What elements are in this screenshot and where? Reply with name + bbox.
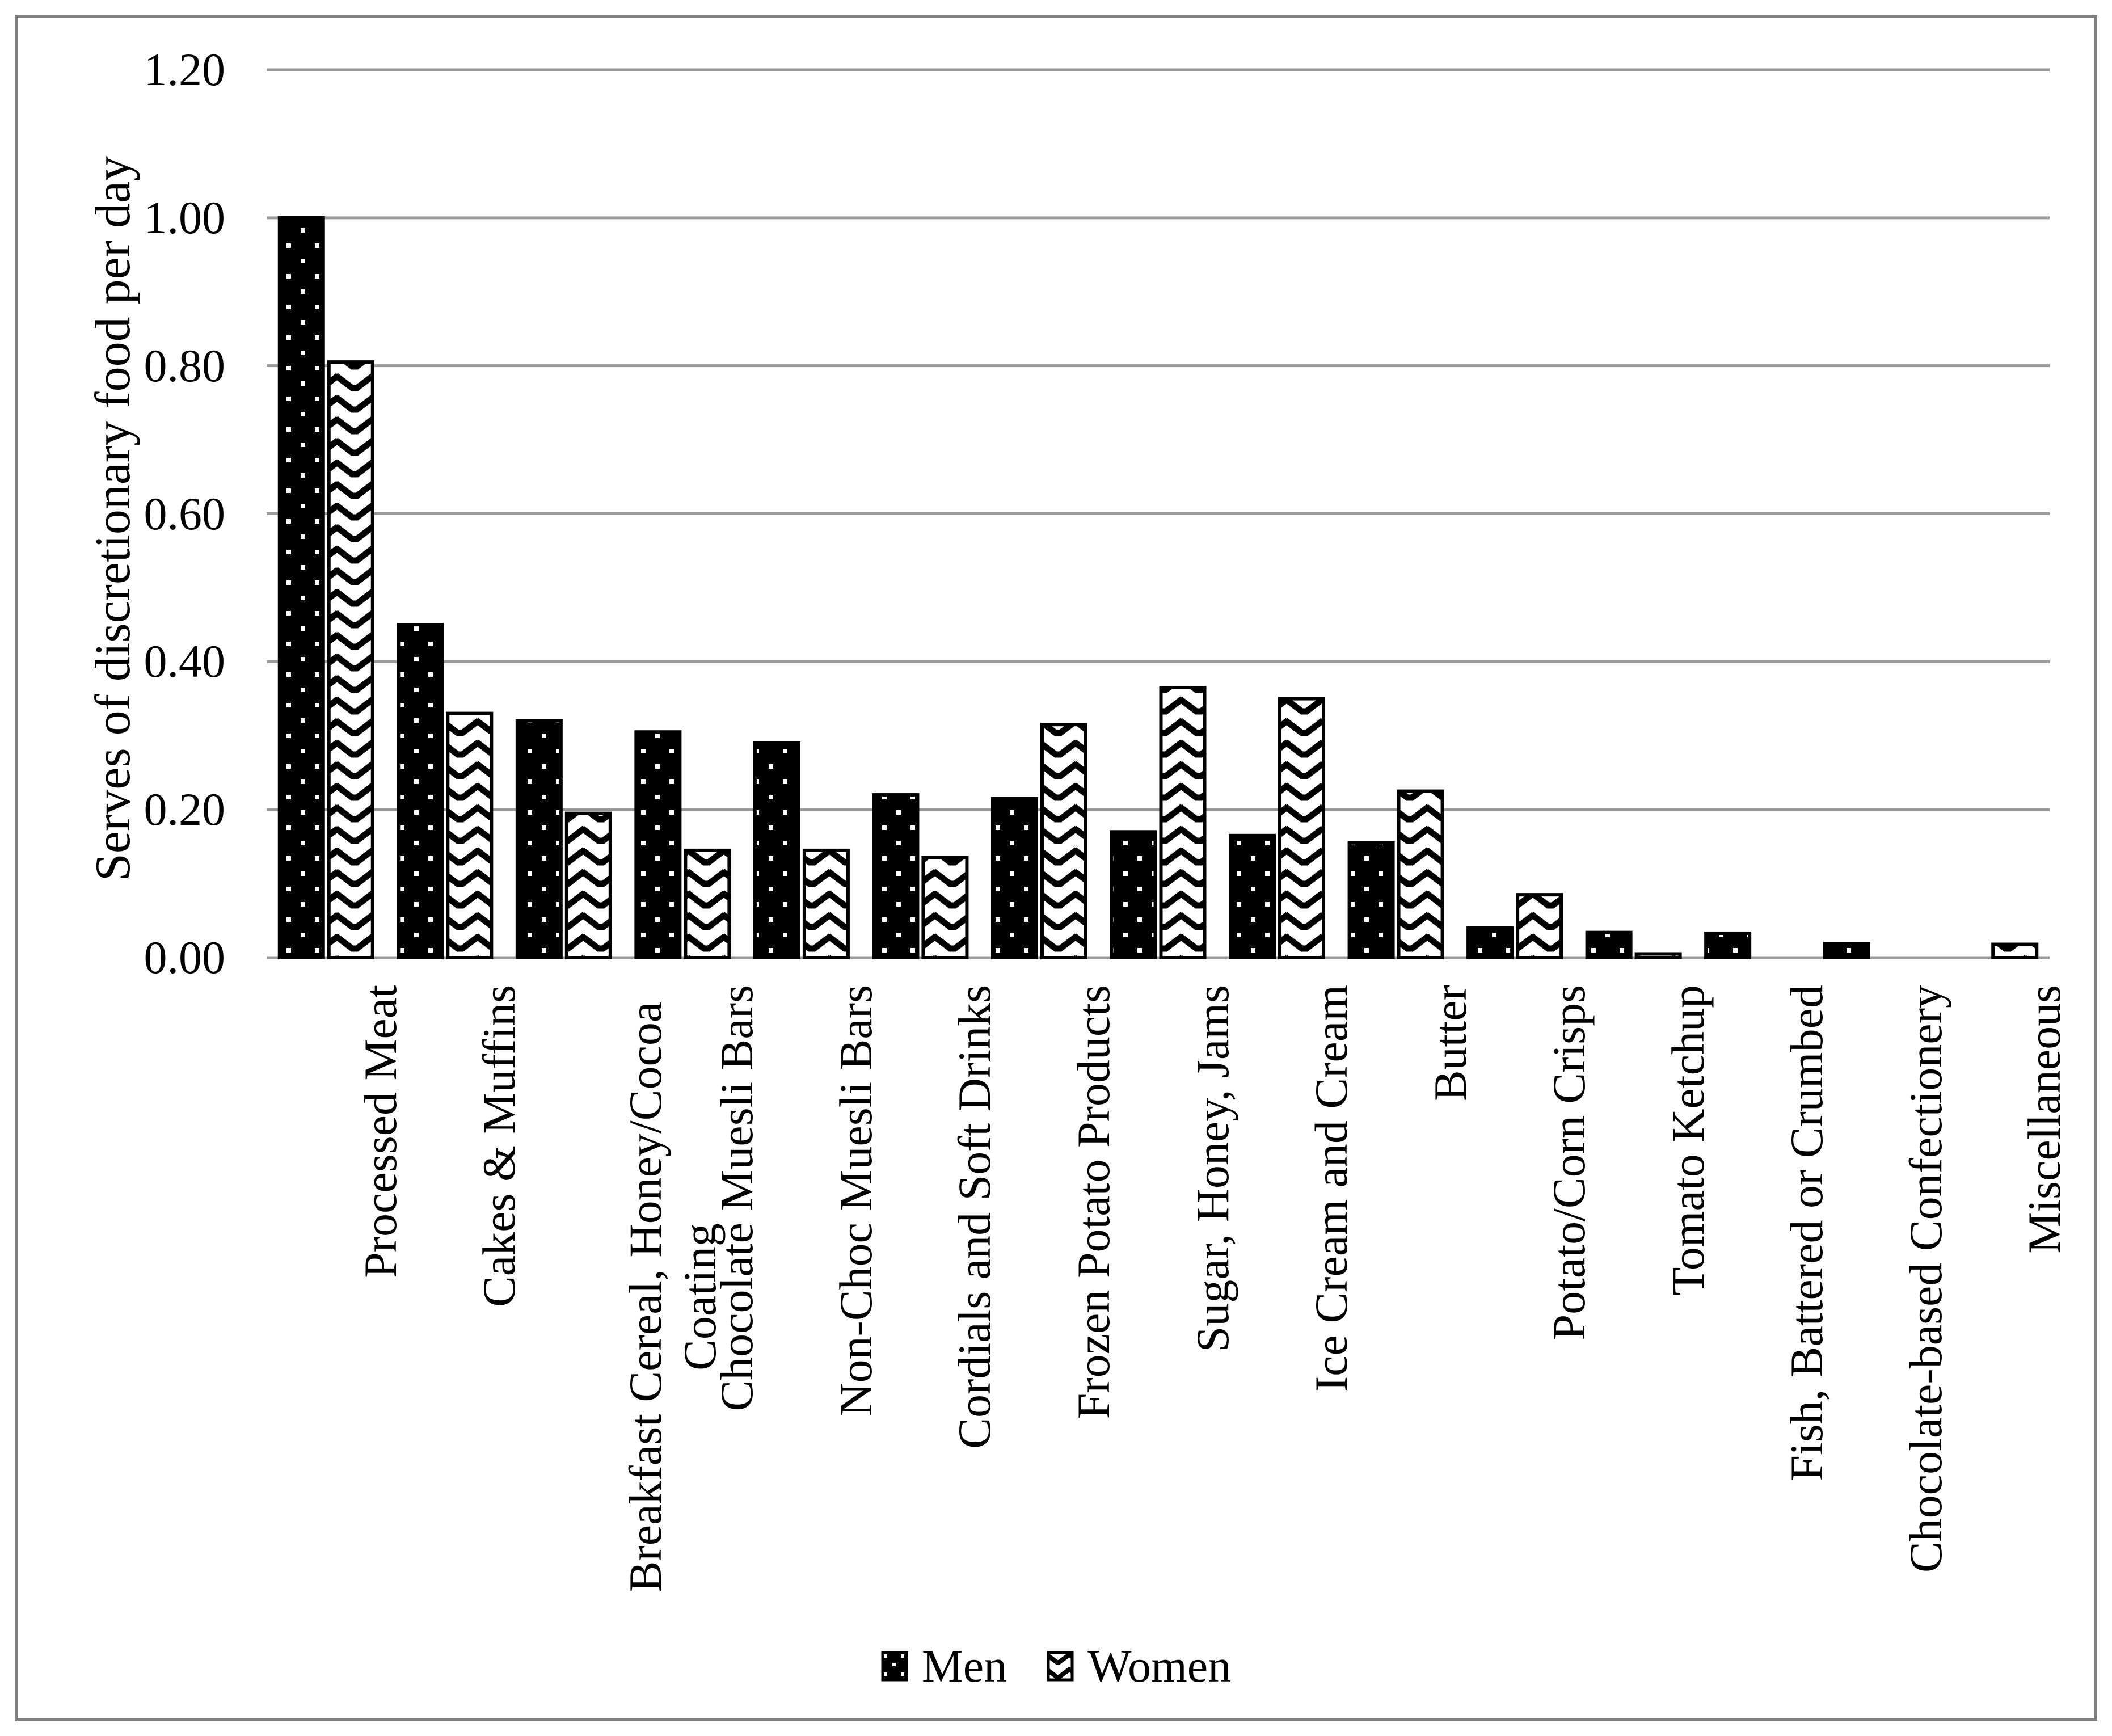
legend-label-women: Women [1087, 1640, 1232, 1692]
men-bar-8 [1229, 833, 1276, 959]
y-tick-label: 1.20 [144, 44, 226, 95]
y-tick-label: 0.60 [144, 487, 226, 540]
category-label: Tomato Ketchup [1662, 985, 1714, 1296]
women-bar-2 [564, 811, 612, 959]
bars-and-gridlines-svg [267, 68, 2050, 960]
men-bar-5 [872, 793, 920, 960]
category-label: Cakes & Muffins [473, 985, 525, 1307]
category-label: Chocolate-based Confectionery [1899, 985, 1951, 1573]
legend-swatch-women-icon [1047, 1651, 1074, 1682]
bars [277, 216, 2039, 960]
women-bar-1 [446, 711, 494, 959]
women-bar-5 [921, 856, 969, 959]
plot-area [267, 68, 2050, 960]
men-bar-11 [1585, 930, 1633, 959]
legend-item-men: Men [881, 1632, 1007, 1700]
y-tick-label: 0.00 [144, 932, 226, 983]
women-bar-9 [1397, 789, 1444, 959]
chart-frame: Serves of discretionary food per day 1.2… [15, 15, 2097, 1721]
category-label: Chocolate Muesli Bars [711, 985, 763, 1411]
women-bar-0 [327, 360, 374, 959]
men-bar-0 [277, 216, 325, 959]
category-label: Processed Meat [354, 985, 406, 1278]
men-bar-1 [397, 623, 444, 959]
category-label: Potato/Corn Crisps [1543, 985, 1595, 1341]
category-label: Cordials and Soft Drinks [948, 985, 1001, 1449]
legend-item-women: Women [1047, 1632, 1231, 1700]
category-label: Fish, Battered or Crumbed [1781, 985, 1833, 1481]
men-bar-7 [1110, 830, 1157, 959]
women-bar-11 [1634, 952, 1682, 959]
women-bar-14 [1991, 942, 2039, 960]
men-bar-4 [753, 741, 800, 959]
men-bar-2 [515, 719, 563, 959]
men-bar-13 [1823, 942, 1870, 959]
y-tick-label: 0.20 [144, 783, 226, 836]
gridlines [267, 68, 2050, 959]
legend: Men Women [18, 1632, 2094, 1700]
category-label: Ice Cream and Cream [1305, 985, 1358, 1392]
women-bar-10 [1516, 893, 1563, 960]
men-bar-6 [990, 797, 1038, 959]
category-label: Butter [1424, 985, 1476, 1101]
legend-swatch-men-icon [881, 1651, 908, 1682]
women-bar-6 [1040, 723, 1087, 959]
y-tick-label: 0.80 [144, 339, 226, 391]
category-label: Frozen Potato Products [1067, 985, 1119, 1419]
men-bar-9 [1347, 841, 1395, 959]
women-bar-7 [1159, 685, 1207, 959]
y-tick-label: 0.40 [144, 635, 226, 688]
legend-label-men: Men [921, 1640, 1007, 1692]
men-bar-3 [634, 730, 682, 959]
y-tick-label: 1.00 [144, 191, 226, 243]
men-bar-10 [1466, 926, 1514, 960]
women-bar-3 [684, 848, 731, 960]
category-label: Sugar, Honey, Jams [1186, 985, 1238, 1352]
men-bar-12 [1704, 931, 1752, 960]
women-bar-8 [1278, 697, 1326, 959]
women-bar-4 [802, 848, 850, 960]
category-label: Miscellaneous [2018, 985, 2071, 1254]
category-label: Non-Choc Muesli Bars [829, 985, 882, 1417]
